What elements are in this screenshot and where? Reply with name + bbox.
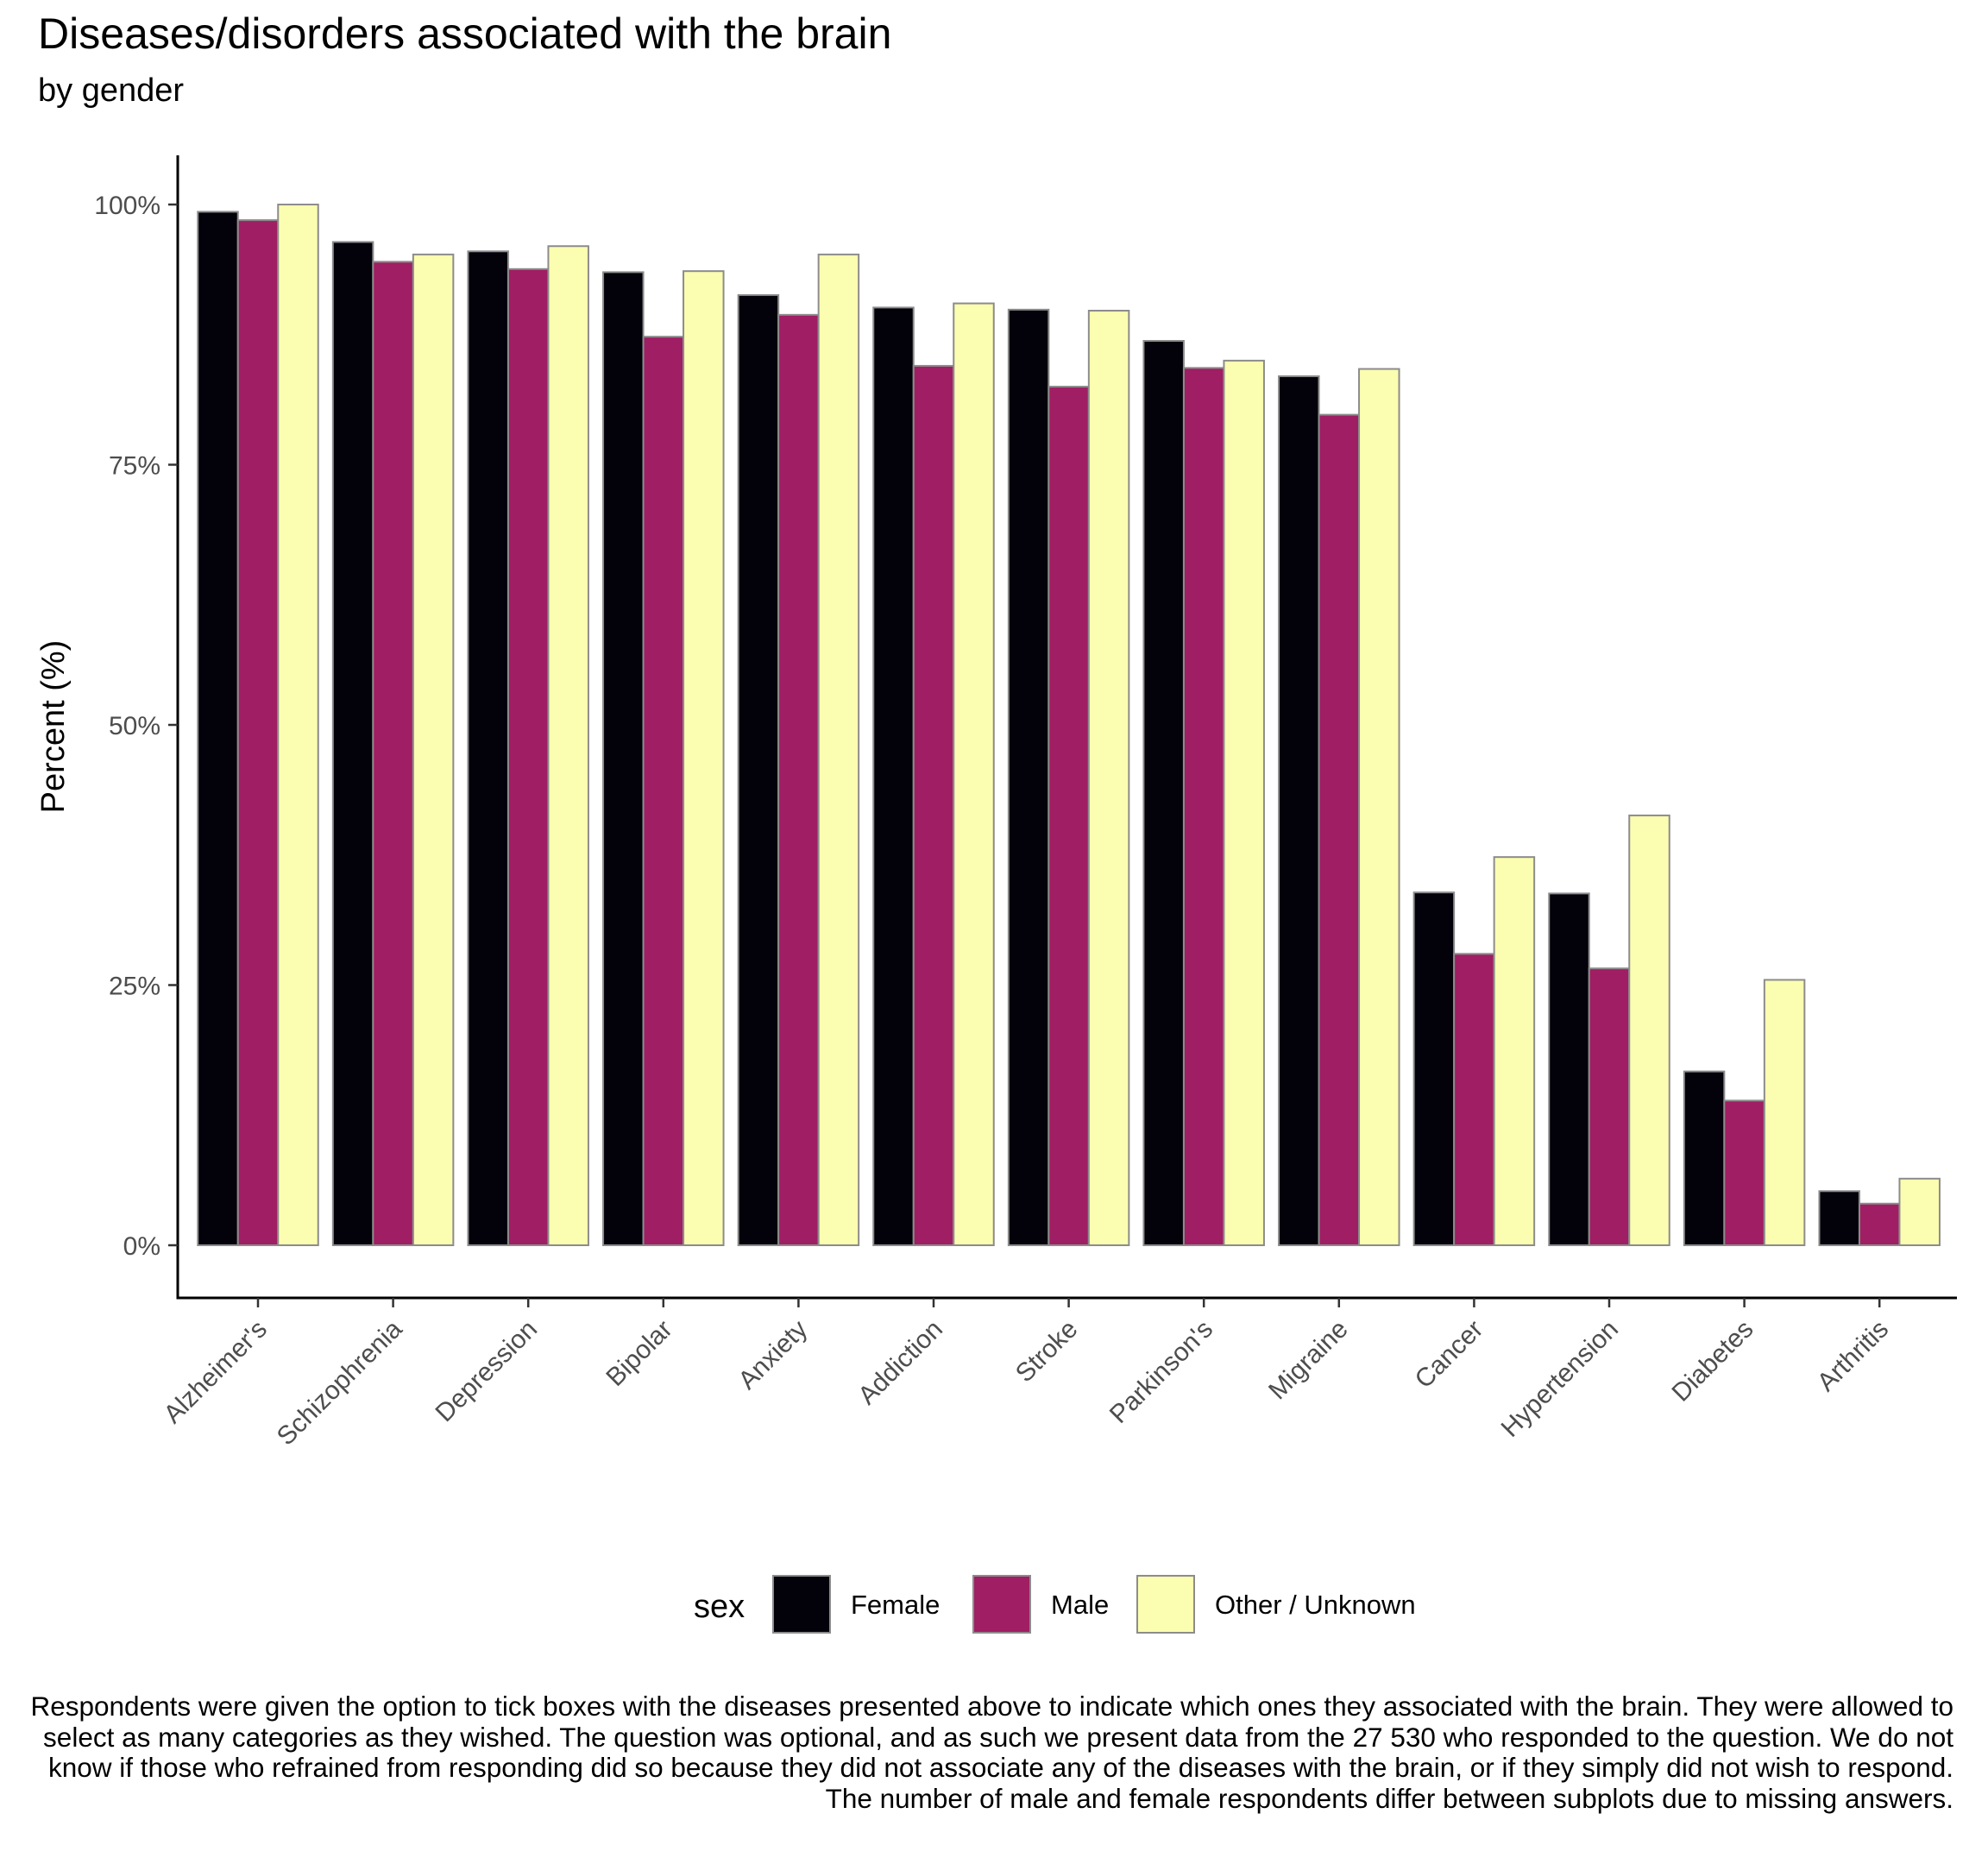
x-tick-label-schizophrenia: Schizophrenia	[272, 1314, 408, 1451]
bar-diabetes-other-unknown	[1763, 979, 1806, 1246]
bar-migraine-male	[1318, 413, 1361, 1246]
bar-arthritis-male	[1858, 1202, 1901, 1247]
bar-addiction-other-unknown	[953, 302, 995, 1247]
axes-group: 0% 25% 50% 75% 100% Percent (%) Alzheimer'sSch…	[35, 155, 1957, 1451]
x-tick-label-arthritis: Arthritis	[1812, 1315, 1894, 1397]
bar-schizophrenia-female	[331, 241, 374, 1246]
bar-depression-male	[506, 268, 550, 1246]
legend-key-female	[772, 1575, 831, 1634]
bar-alzheimer-s-other-unknown	[277, 204, 319, 1246]
bar-cancer-male	[1453, 953, 1495, 1246]
y-axis-label: Percent (%)	[35, 640, 72, 814]
bar-hypertension-female	[1548, 892, 1590, 1246]
x-tick-label-bipolar: Bipolar	[601, 1315, 677, 1392]
chart-subtitle: by gender	[38, 72, 185, 109]
bar-cancer-female	[1412, 891, 1456, 1247]
legend: sex Female Male Other / Unknown	[694, 1575, 1416, 1634]
x-tick-label-cancer: Cancer	[1410, 1315, 1489, 1395]
bar-parkinson-s-male	[1182, 367, 1225, 1246]
bar-chart: 0% 25% 50% 75% 100% Percent (%) Alzheimer'sSch…	[35, 155, 1957, 1634]
bar-schizophrenia-male	[372, 261, 414, 1247]
bar-bipolar-female	[602, 271, 645, 1246]
bar-alzheimer-s-female	[197, 211, 239, 1247]
x-tick-label-migraine: Migraine	[1263, 1315, 1354, 1406]
bar-depression-other-unknown	[547, 245, 589, 1246]
bar-migraine-female	[1278, 375, 1320, 1246]
bar-bipolar-male	[642, 336, 685, 1246]
y-tick-label: 75%	[109, 452, 160, 481]
bar-anxiety-female	[737, 293, 780, 1246]
y-tick-label: 25%	[109, 973, 160, 1001]
bar-stroke-other-unknown	[1087, 310, 1130, 1246]
bar-addiction-male	[912, 364, 955, 1246]
legend-title: sex	[694, 1589, 745, 1625]
chart-caption: Respondents were given the option to tic…	[30, 1691, 1953, 1814]
x-tick-label-stroke: Stroke	[1010, 1315, 1084, 1389]
bar-schizophrenia-other-unknown	[412, 253, 455, 1246]
bar-arthritis-other-unknown	[1898, 1177, 1941, 1246]
bar-arthritis-female	[1818, 1190, 1860, 1247]
chart-title: Diseases/disorders associated with the b…	[38, 9, 892, 58]
bar-diabetes-female	[1683, 1070, 1726, 1246]
x-tick-label-addiction: Addiction	[852, 1315, 948, 1411]
legend-label-female: Female	[851, 1590, 940, 1620]
x-tick-label-alzheimer-s: Alzheimer's	[159, 1315, 273, 1429]
bar-addiction-female	[872, 306, 915, 1246]
bar-cancer-other-unknown	[1493, 856, 1536, 1246]
bars-group	[197, 204, 1941, 1247]
bar-hypertension-other-unknown	[1628, 814, 1670, 1246]
bar-depression-female	[467, 250, 509, 1246]
bar-anxiety-other-unknown	[817, 253, 860, 1246]
bar-stroke-male	[1047, 386, 1090, 1246]
x-tick-label-depression: Depression	[431, 1315, 544, 1428]
bar-alzheimer-s-male	[236, 219, 280, 1247]
x-tick-label-parkinson-s: Parkinson's	[1104, 1315, 1218, 1429]
y-tick-label: 50%	[109, 712, 160, 740]
x-tick-label-hypertension: Hypertension	[1496, 1315, 1624, 1443]
y-tick-label: 100%	[94, 192, 160, 220]
bar-parkinson-s-other-unknown	[1223, 359, 1265, 1246]
x-tick-label-anxiety: Anxiety	[733, 1315, 813, 1395]
bar-anxiety-male	[777, 313, 820, 1247]
legend-key-male	[972, 1575, 1031, 1634]
bar-diabetes-male	[1723, 1099, 1765, 1246]
legend-key-other-unknown	[1136, 1575, 1195, 1634]
bar-bipolar-other-unknown	[683, 270, 725, 1246]
bar-migraine-other-unknown	[1358, 368, 1400, 1246]
bar-parkinson-s-female	[1142, 339, 1185, 1246]
bar-hypertension-male	[1588, 967, 1631, 1246]
bar-stroke-female	[1007, 308, 1050, 1246]
y-tick-label: 0%	[123, 1232, 160, 1261]
x-tick-label-diabetes: Diabetes	[1666, 1315, 1758, 1407]
legend-label-other-unknown: Other / Unknown	[1215, 1590, 1416, 1620]
legend-label-male: Male	[1051, 1590, 1109, 1620]
